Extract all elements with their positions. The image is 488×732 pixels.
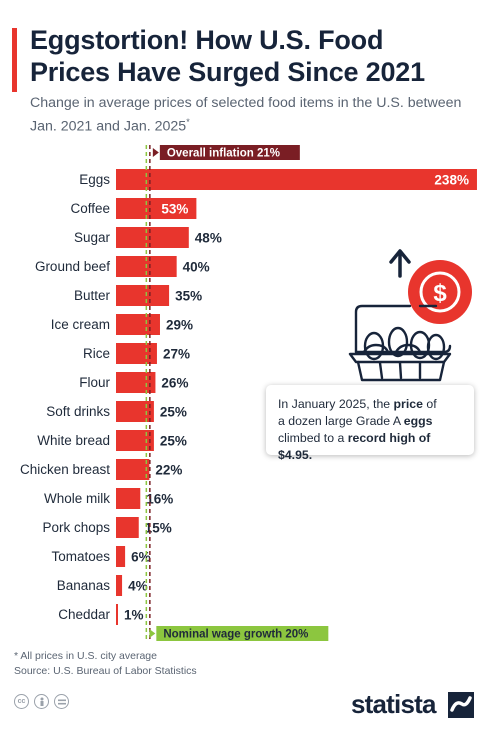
bar [116, 314, 160, 335]
bar [116, 227, 189, 248]
bars-layer: Eggs 238% Coffee 53% Sugar 48% Ground beef 40% B… [20, 169, 477, 625]
license-icons: cc [14, 694, 69, 709]
equals-icon[interactable] [54, 694, 69, 709]
category-label: Butter [74, 288, 111, 303]
reference-label: Nominal wage growth 20% [163, 629, 308, 641]
value-label: 1% [124, 608, 144, 623]
category-label: Ground beef [35, 259, 110, 274]
bar [116, 372, 156, 393]
svg-text:$: $ [433, 280, 447, 307]
bar [116, 169, 477, 190]
category-label: Soft drinks [46, 404, 110, 419]
value-label: 4% [128, 579, 148, 594]
value-label: 6% [131, 550, 151, 565]
egg-carton-icon [348, 304, 452, 382]
category-label: Bananas [57, 578, 111, 593]
value-label: 48% [195, 231, 222, 246]
chart-subtitle: Change in average prices of selected foo… [30, 94, 470, 137]
category-label: Eggs [79, 172, 110, 187]
value-label: 27% [163, 347, 190, 362]
bar [116, 517, 139, 538]
dollar-badge-icon: $ [408, 260, 472, 324]
value-label: 26% [161, 376, 188, 391]
category-label: Coffee [70, 201, 110, 216]
value-label: 16% [146, 492, 173, 507]
egg-price-callout: In January 2025, the price of a dozen lar… [266, 385, 474, 462]
reference-label: Overall inflation 21% [167, 148, 280, 160]
bar [116, 546, 126, 567]
bar [116, 575, 123, 596]
value-label: 29% [166, 318, 193, 333]
value-label: 40% [183, 260, 210, 275]
category-label: Whole milk [44, 491, 110, 506]
value-label: 53% [161, 202, 188, 217]
category-label: Flour [79, 375, 110, 390]
statista-logo-text[interactable]: statista [351, 689, 436, 719]
title-accent-bar [12, 28, 17, 92]
value-label: 25% [160, 434, 187, 449]
bar [116, 401, 154, 422]
bar [116, 285, 170, 306]
category-label: Sugar [74, 230, 111, 245]
reference-arrow [149, 629, 156, 638]
category-label: Ice cream [51, 317, 110, 332]
category-label: Pork chops [42, 520, 110, 535]
value-label: 15% [145, 521, 172, 536]
category-label: Cheddar [58, 607, 110, 622]
chart-title: Eggstortion! How U.S. Food Prices Have S… [30, 25, 425, 87]
value-label: 35% [175, 289, 202, 304]
reference-label-box [156, 626, 329, 641]
up-arrow-icon [389, 249, 411, 278]
reference-label-box [159, 145, 300, 160]
footnote: * All prices in U.S. city average [14, 650, 157, 662]
value-label: 25% [160, 405, 187, 420]
bar [116, 488, 141, 509]
category-label: Rice [83, 346, 110, 361]
bar [116, 198, 197, 219]
category-label: Tomatoes [51, 549, 110, 564]
cc-icon[interactable]: cc [14, 694, 29, 709]
bar [116, 430, 154, 451]
bar [116, 343, 157, 364]
category-label: Chicken breast [20, 462, 110, 477]
reference-lines-layer: Overall inflation 21% Nominal wage growth… [145, 145, 329, 641]
statista-logo-icon[interactable] [448, 692, 474, 718]
subtitle-text: Change in average prices of selected foo… [30, 95, 462, 135]
category-label: White bread [37, 433, 110, 448]
subtitle-footnote-marker: * [186, 117, 190, 127]
callout-text: In January 2025, the price of a dozen lar… [278, 397, 437, 462]
value-label: 22% [155, 463, 182, 478]
person-icon[interactable] [34, 694, 49, 709]
bar-chart: Eggs 238% Coffee 53% Sugar 48% Ground beef 40% B… [20, 145, 477, 641]
bar [116, 604, 118, 625]
source-note: Source: U.S. Bureau of Labor Statistics [14, 665, 197, 677]
bar [116, 459, 150, 480]
value-label: 238% [434, 173, 469, 188]
reference-arrow [152, 148, 159, 157]
